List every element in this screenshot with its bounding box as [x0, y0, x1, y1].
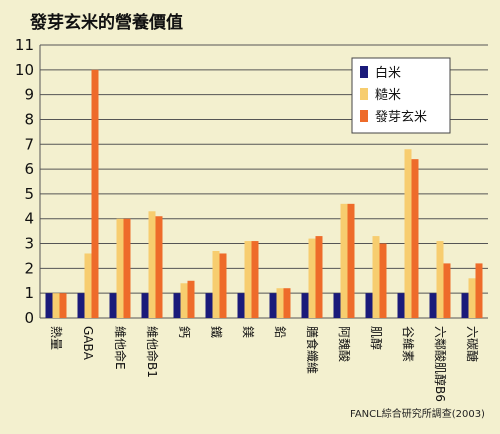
y-tick-label: 0 [24, 309, 34, 327]
x-category-label: 阿魏酸 [337, 326, 352, 362]
bar-brown-rice [308, 238, 316, 318]
chart-title: 發芽玄米的營養價值 [29, 12, 183, 33]
bar-brown-rice [52, 293, 60, 318]
x-category-label: 維他命B1 [145, 326, 160, 378]
bar-white-rice [365, 293, 373, 318]
y-tick-label: 4 [24, 210, 34, 228]
bar-brown-rice [148, 211, 156, 318]
bar-white-rice [333, 293, 341, 318]
bar-germinated-rice [91, 69, 99, 319]
bar-white-rice [269, 293, 277, 318]
bar-white-rice [205, 293, 213, 318]
bars [45, 69, 483, 319]
bar-brown-rice [404, 149, 412, 318]
bar-brown-rice [180, 283, 188, 318]
legend-swatch [360, 66, 368, 78]
bar-white-rice [237, 293, 245, 318]
bar-white-rice [45, 293, 53, 318]
y-tick-label: 2 [24, 259, 34, 277]
x-category-label: 鉛 [273, 326, 287, 338]
bar-brown-rice [340, 203, 348, 318]
x-category-label: 鐵 [209, 326, 224, 338]
bar-germinated-rice [251, 241, 259, 318]
y-axis: 0 1 2 3 4 5 6 7 8 9 10 11 [15, 36, 41, 327]
x-axis-labels: 熱量 GABA 維他命E 維他命B1 鈣 鐵 鎂 鉛 膳食纖維 阿魏酸 肌醇 谷維素 六鄰酸肌醇B6 六碳… [49, 326, 480, 402]
legend-box [351, 57, 451, 134]
legend-swatch [360, 88, 368, 100]
bar-white-rice [77, 293, 85, 318]
bar-white-rice [109, 293, 117, 318]
bar-white-rice [461, 293, 469, 318]
x-category-label: 鈣 [177, 326, 191, 338]
x-category-label: 膳食纖維 [305, 326, 320, 374]
legend-label: 白米 [375, 65, 401, 81]
x-category-label: 六碳醣 [465, 326, 480, 362]
y-tick-label: 9 [24, 86, 34, 104]
y-tick-label: 5 [24, 185, 34, 203]
x-category-label: 六鄰酸肌醇B6 [433, 326, 448, 402]
bar-germinated-rice [123, 218, 131, 318]
x-category-label: 維他命E [113, 326, 128, 370]
bar-brown-rice [212, 250, 220, 318]
x-category-label: GABA [81, 326, 95, 361]
bar-brown-rice [84, 253, 92, 318]
x-category-label: 鎂 [241, 326, 256, 338]
bar-germinated-rice [155, 216, 163, 318]
bar-germinated-rice [219, 253, 227, 318]
y-tick-label: 10 [15, 61, 34, 79]
bar-brown-rice [436, 241, 444, 318]
y-tick-label: 7 [24, 135, 34, 153]
bar-germinated-rice [411, 159, 419, 318]
legend-label: 發芽玄米 [375, 110, 427, 125]
source-note: FANCL綜合研究所調查(2003) [350, 407, 485, 420]
legend-swatch [360, 110, 368, 122]
y-tick-label: 11 [15, 36, 34, 54]
bar-germinated-rice [379, 243, 387, 318]
y-tick-label: 6 [24, 160, 34, 178]
bar-white-rice [397, 293, 405, 318]
bar-germinated-rice [315, 236, 323, 318]
bar-brown-rice [244, 241, 252, 318]
bar-white-rice [429, 293, 437, 318]
bar-germinated-rice [443, 263, 451, 318]
bar-brown-rice [276, 288, 284, 318]
x-category-label: 熱量 [49, 326, 63, 350]
x-category-label: 肌醇 [369, 326, 384, 350]
bar-germinated-rice [283, 288, 291, 318]
y-tick-label: 1 [24, 284, 34, 302]
bar-brown-rice [116, 218, 124, 318]
bar-germinated-rice [59, 293, 67, 318]
legend-label: 糙米 [375, 88, 401, 103]
bar-germinated-rice [187, 280, 195, 318]
bar-white-rice [173, 293, 181, 318]
x-category-label: 谷維素 [401, 326, 415, 362]
bar-germinated-rice [475, 263, 483, 318]
bar-white-rice [141, 293, 149, 318]
bar-brown-rice [468, 278, 476, 318]
y-tick-label: 8 [24, 110, 34, 128]
bar-white-rice [301, 293, 309, 318]
bar-germinated-rice [347, 203, 355, 318]
bar-brown-rice [372, 236, 380, 318]
y-tick-label: 3 [24, 235, 34, 253]
